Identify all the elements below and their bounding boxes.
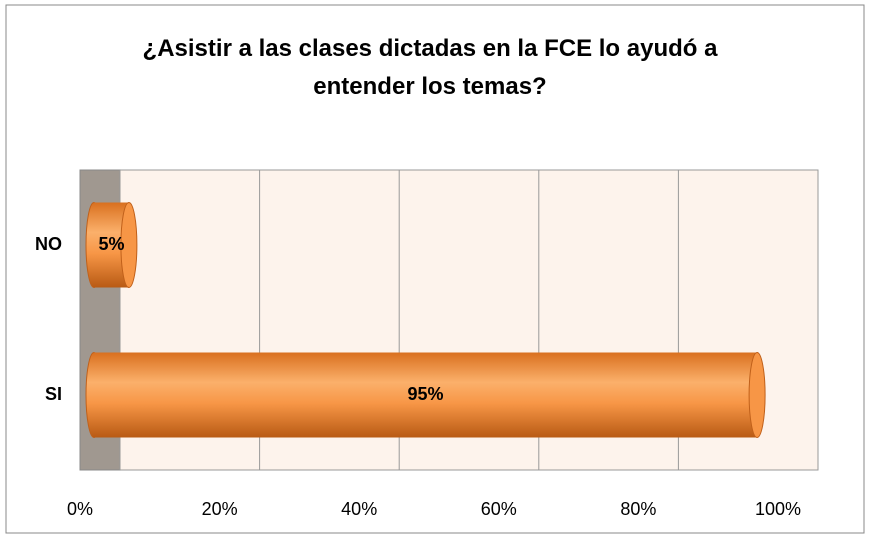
bar-end-cap bbox=[748, 352, 766, 438]
chart-title: ¿Asistir a las clases dictadas en la FCE… bbox=[142, 35, 718, 100]
value-label: 95% bbox=[408, 384, 444, 404]
x-tick-label: 20% bbox=[202, 499, 238, 519]
x-tick-label: 100% bbox=[755, 499, 801, 519]
y-tick-label: SI bbox=[45, 384, 62, 404]
x-tick-label: 0% bbox=[67, 499, 93, 519]
y-tick-label: NO bbox=[35, 234, 62, 254]
x-tick-label: 40% bbox=[341, 499, 377, 519]
bar-end-cap bbox=[120, 202, 138, 288]
bar bbox=[94, 352, 758, 438]
value-label: 5% bbox=[98, 234, 124, 254]
x-tick-label: 60% bbox=[481, 499, 517, 519]
x-tick-label: 80% bbox=[620, 499, 656, 519]
